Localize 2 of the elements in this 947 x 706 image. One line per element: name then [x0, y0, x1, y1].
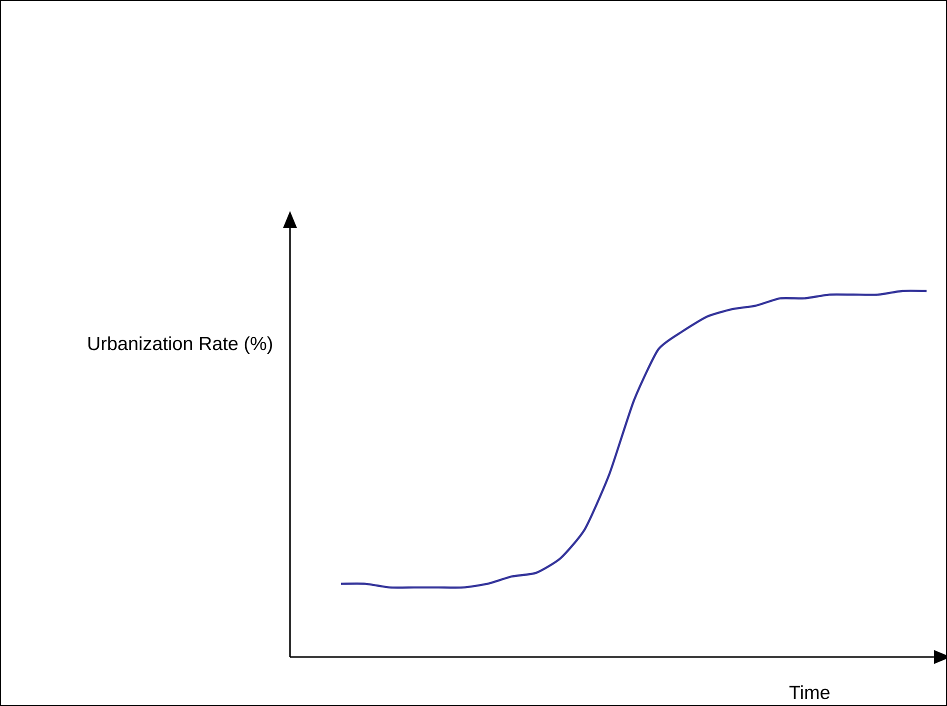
x-axis-title: Time [789, 685, 830, 700]
y-axis-title: Urbanization Rate (%) [88, 336, 272, 354]
